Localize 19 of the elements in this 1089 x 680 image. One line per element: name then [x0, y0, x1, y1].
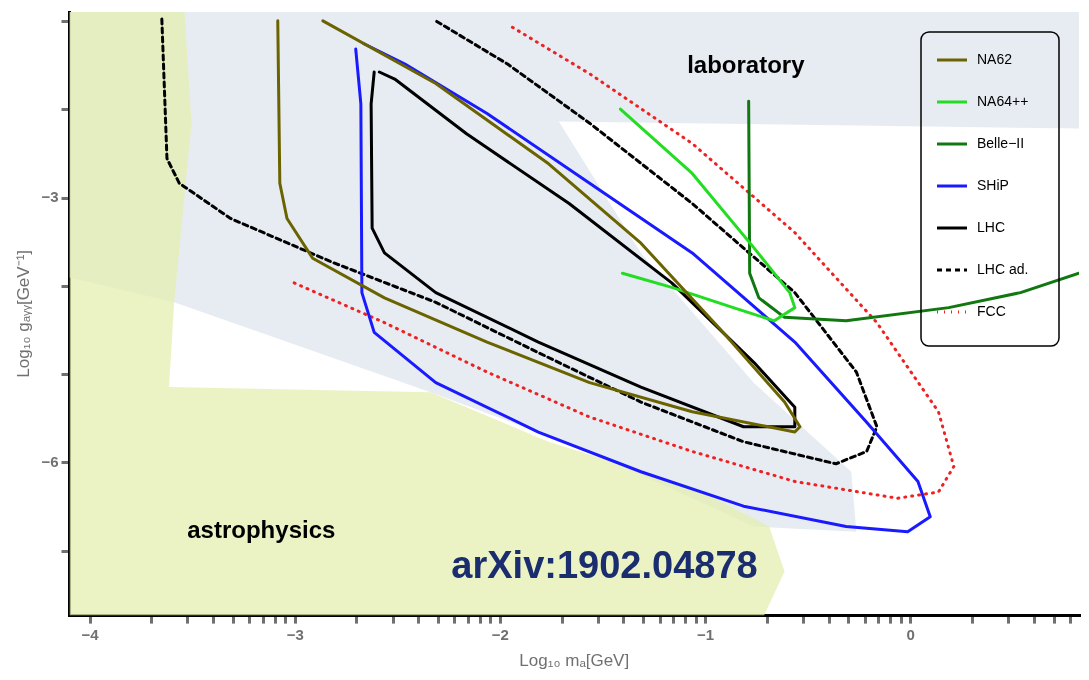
x-tick-label: 0 — [906, 625, 915, 643]
y-tick-label: −6 — [41, 453, 59, 471]
y-axis-title: Log₁₀ gₐᵧᵧ[GeV⁻¹] — [13, 249, 33, 378]
legend-label: FCC — [977, 302, 1006, 319]
legend-label: NA62 — [977, 50, 1013, 67]
annotation: arXiv:1902.04878 — [451, 543, 758, 586]
x-tick-label: −4 — [81, 625, 100, 643]
x-tick-label: −1 — [697, 625, 715, 643]
legend-label: Belle−II — [977, 134, 1025, 151]
annotation: astrophysics — [187, 515, 336, 543]
x-tick-label: −2 — [491, 625, 509, 643]
x-axis-title: Log₁₀ mₐ[GeV] — [519, 651, 630, 671]
legend-label: NA64++ — [977, 92, 1029, 109]
line-series — [160, 17, 879, 466]
x-tick-label: −3 — [286, 625, 304, 643]
legend-label: LHC ad. — [977, 260, 1029, 277]
annotation: laboratory — [687, 50, 806, 78]
legend-label: LHC — [977, 218, 1006, 235]
legend-label: SHiP — [977, 176, 1009, 193]
